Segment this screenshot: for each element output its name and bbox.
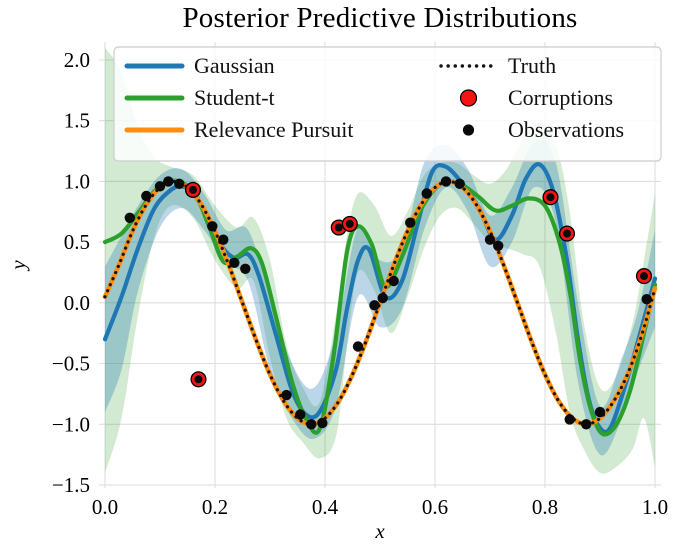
x-tick-label: 1.0: [642, 495, 668, 519]
y-tick-label: 0.0: [64, 291, 90, 315]
x-tick-label: 0.2: [202, 495, 228, 519]
observations-marker: [493, 240, 504, 251]
observations-marker: [281, 389, 292, 401]
observations-marker: [207, 221, 218, 232]
observations-marker: [295, 409, 306, 420]
observations-marker: [229, 257, 240, 268]
corruptions-marker-center: [189, 185, 197, 194]
observations-marker: [124, 212, 135, 223]
y-tick-label: 1.5: [64, 109, 90, 133]
legend-marker-observations: [462, 124, 475, 136]
observations-marker: [594, 406, 606, 418]
observations-marker: [369, 300, 380, 311]
observations-marker: [174, 178, 185, 189]
observations-marker: [388, 275, 399, 287]
corruptions-marker-center: [640, 272, 648, 281]
scatter-corruptions: [184, 181, 653, 388]
observations-marker: [317, 417, 328, 429]
legend-label-gaussian: Gaussian: [194, 53, 275, 78]
y-axis-label: y: [6, 260, 30, 270]
corruptions-marker-center: [334, 223, 343, 232]
corruptions-marker-center: [563, 229, 571, 238]
observations-marker: [405, 217, 416, 228]
observations-marker: [454, 178, 465, 189]
observations-marker: [218, 234, 229, 245]
y-tick-label: −1.5: [52, 473, 90, 497]
x-tick-label: 0.6: [422, 495, 448, 519]
observations-marker: [240, 263, 251, 274]
observations-marker: [163, 176, 174, 187]
legend-label-relevance-pursuit: Relevance Pursuit: [194, 117, 353, 142]
scatter-observations: [124, 176, 652, 430]
legend-label-observations: Observations: [508, 117, 624, 142]
legend-label-corruptions: Corruptions: [508, 85, 613, 110]
corruptions-marker-center: [345, 219, 354, 228]
y-tick-label: 1.0: [64, 169, 90, 193]
observations-marker: [306, 419, 317, 430]
y-tick-label: −0.5: [52, 352, 90, 376]
corruptions-marker-center: [546, 193, 555, 202]
x-tick-label: 0.8: [532, 495, 558, 519]
x-tick-label: 0.0: [92, 495, 118, 519]
observations-marker: [154, 181, 166, 192]
y-tick-label: 0.5: [64, 230, 90, 254]
x-tick-label: 0.4: [312, 495, 339, 519]
corruptions-marker-center: [194, 375, 203, 384]
legend-label-student-t: Student-t: [194, 85, 275, 110]
observations-marker: [377, 292, 388, 304]
observations-marker: [564, 414, 575, 425]
legend-marker-corruptions: [459, 89, 478, 107]
observations-marker: [421, 188, 432, 199]
y-tick-label: −1.0: [52, 412, 90, 436]
observations-marker: [141, 190, 152, 202]
observations-marker: [641, 294, 652, 305]
chart-title: Posterior Predictive Distributions: [182, 2, 578, 34]
x-axis-label: x: [375, 519, 385, 543]
legend-box: [113, 46, 662, 162]
legend: Gaussian Student-t Relevance Pursuit Truth C…: [113, 46, 662, 162]
legend-label-truth: Truth: [508, 53, 556, 78]
observations-marker: [352, 341, 364, 352]
y-tick-label: 2.0: [64, 48, 90, 72]
observations-marker: [484, 234, 496, 245]
observations-marker: [440, 176, 452, 187]
series-relevance-pursuit-line: [102, 179, 658, 427]
observations-marker: [581, 419, 592, 430]
